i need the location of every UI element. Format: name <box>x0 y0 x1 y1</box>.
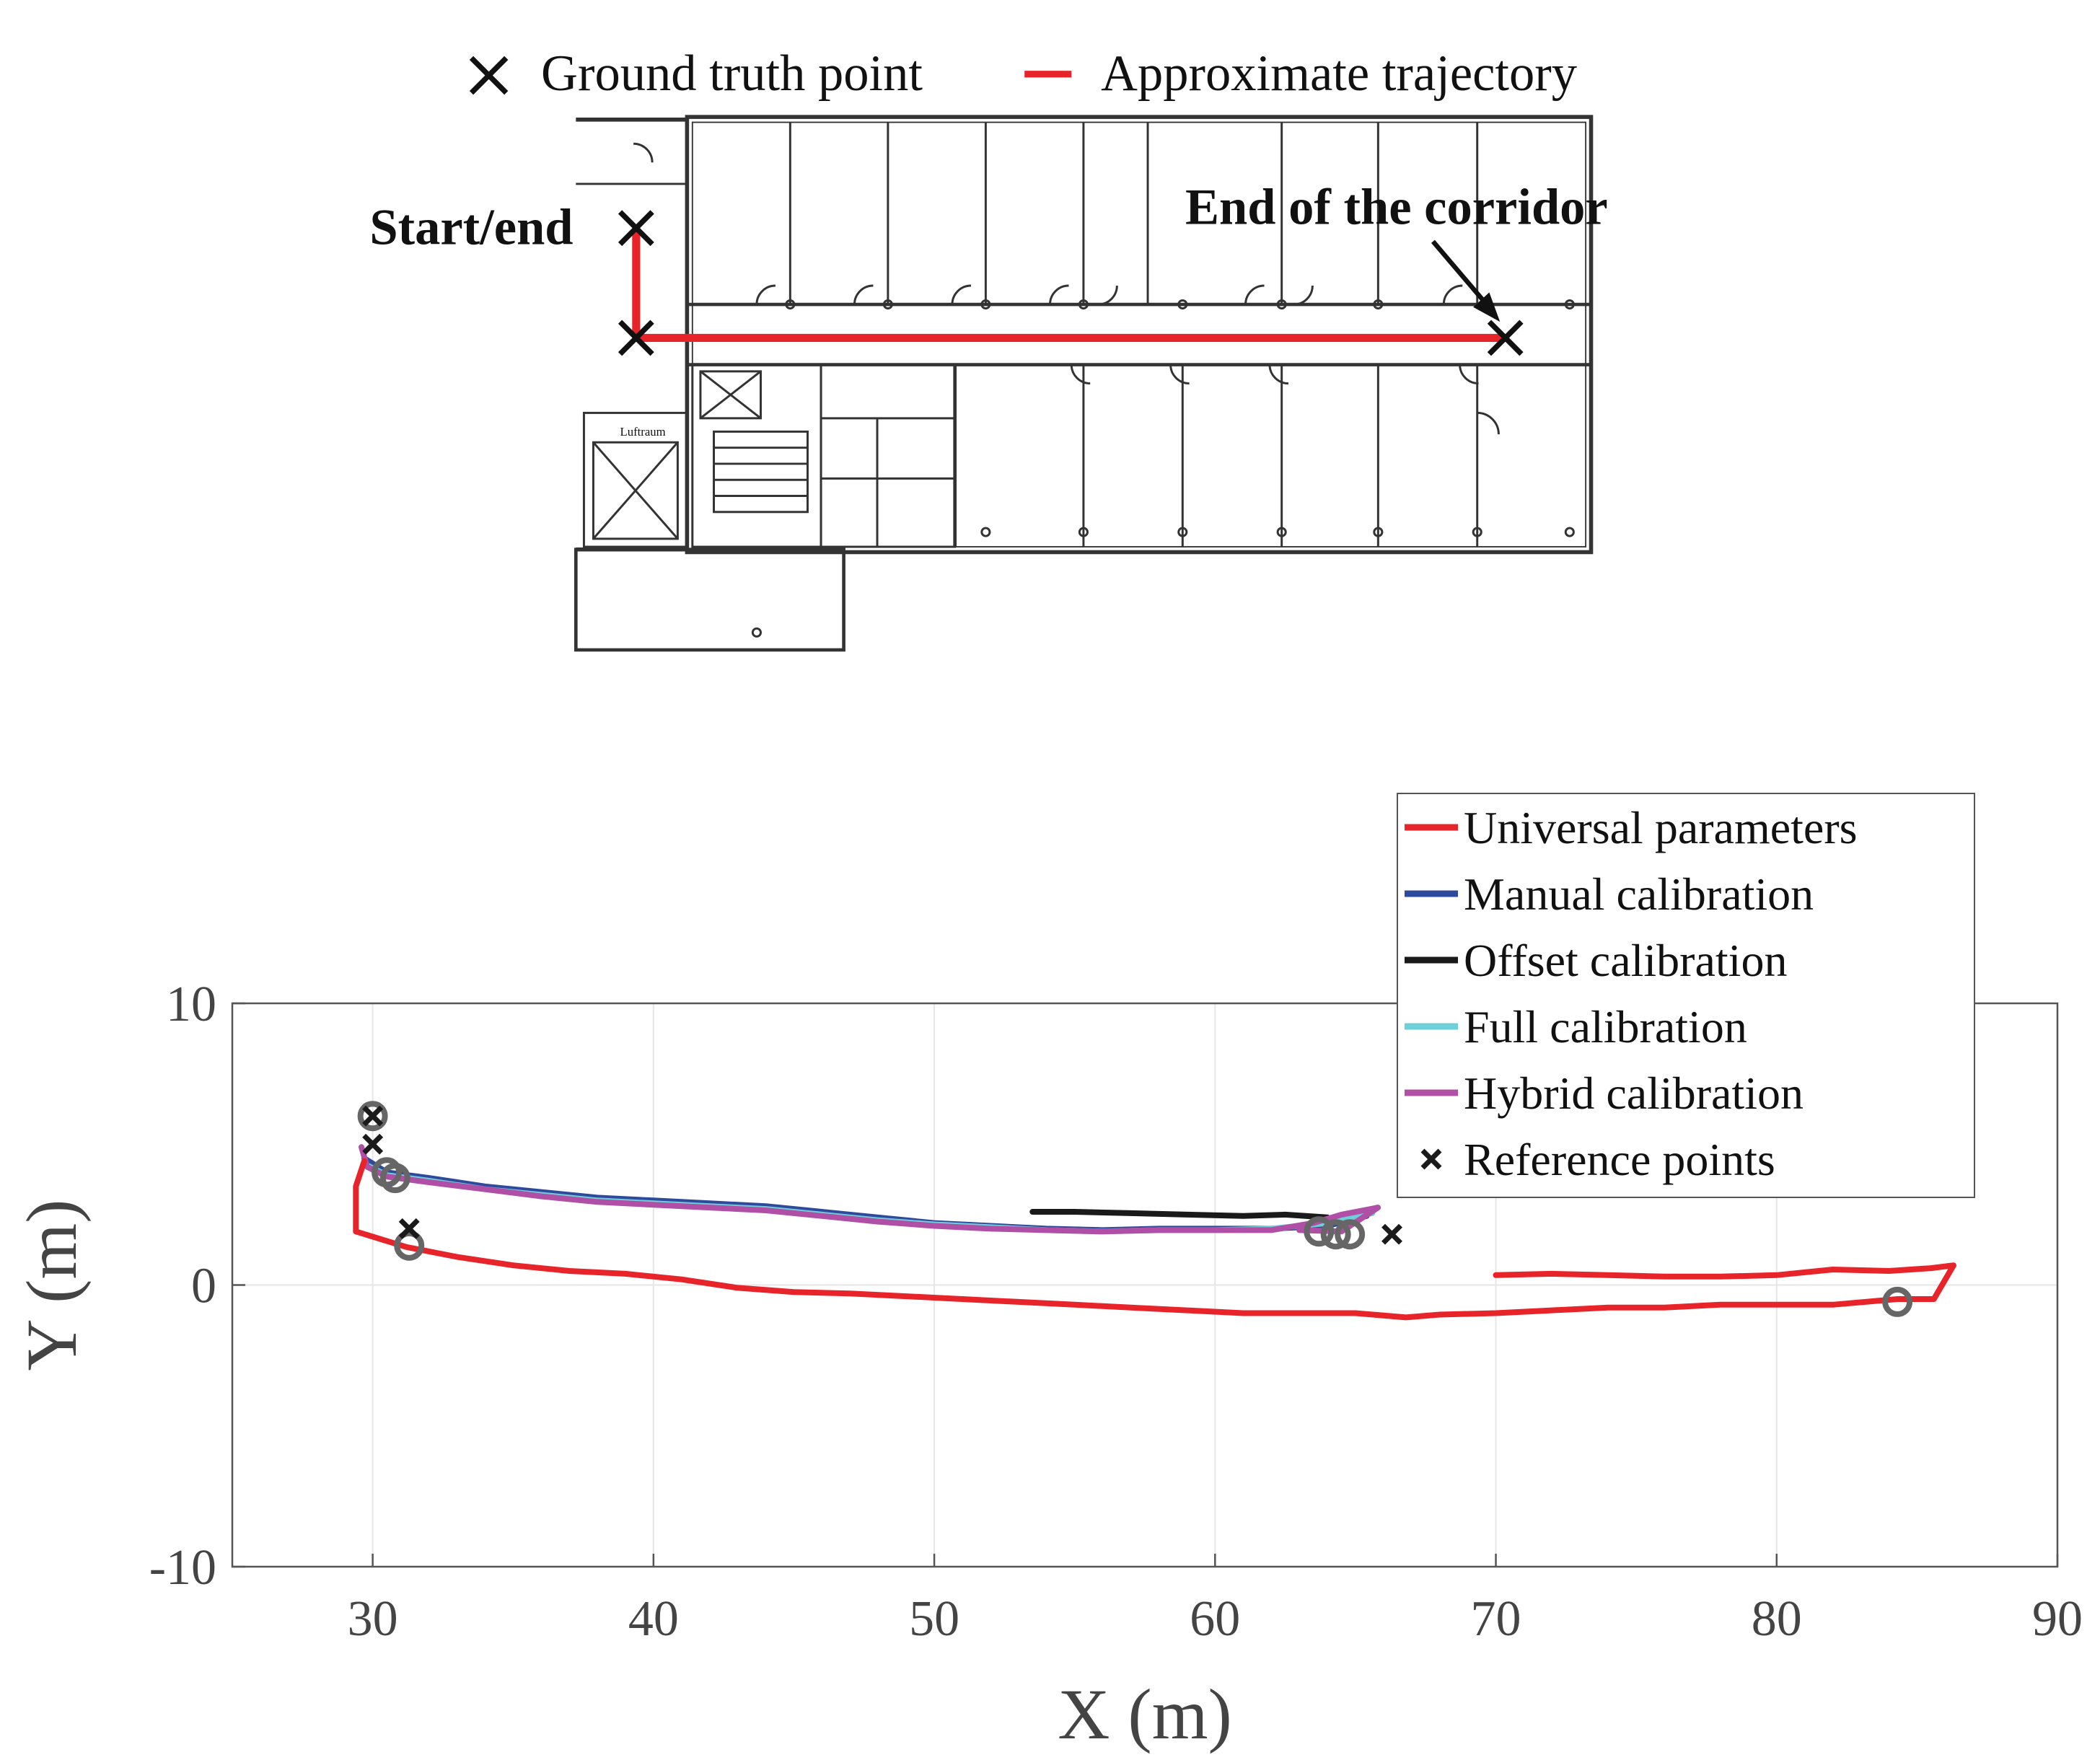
x-tick-label: 50 <box>909 1591 959 1647</box>
legend-box <box>1397 793 1975 1198</box>
checkpoint-circle-marker <box>1320 1219 1351 1250</box>
approximate-trajectory <box>632 228 1506 343</box>
reference-point-marker <box>1381 1223 1402 1245</box>
ground-truth-legend-label: Ground truth point <box>541 45 923 102</box>
legend-swatch-reference-points <box>1420 1148 1442 1170</box>
end-corridor-annotation: End of the corridor <box>1185 180 1608 236</box>
legend-label: Manual calibration <box>1464 868 1814 920</box>
x-tick-label: 80 <box>1752 1591 1802 1647</box>
room-label-luftraum: Luftraum <box>620 425 666 439</box>
reference-point-marker <box>362 1105 384 1127</box>
x-tick-label: 60 <box>1190 1591 1240 1647</box>
y-tick-label: 0 <box>191 1259 216 1314</box>
x-tick-label: 30 <box>348 1591 398 1647</box>
floorplan-legend: Ground truth point Approximate trajector… <box>469 45 1577 102</box>
checkpoint-circle-marker <box>394 1230 425 1261</box>
trajectory-legend-label: Approximate trajectory <box>1101 45 1577 102</box>
ground-truth-point-end-corridor <box>1487 320 1524 356</box>
checkpoint-circle-marker <box>357 1101 388 1132</box>
legend-label: Offset calibration <box>1464 935 1787 986</box>
ground-truth-legend-marker <box>469 56 509 95</box>
checkpoint-circle-marker <box>1304 1216 1335 1247</box>
checkpoint-circle-marker <box>1335 1219 1366 1250</box>
legend-label: Hybrid calibration <box>1464 1068 1804 1119</box>
legend-label: Full calibration <box>1464 1001 1747 1052</box>
end-corridor-arrow <box>1431 239 1501 322</box>
x-axis-label: X (m) <box>1058 1674 1232 1754</box>
y-tick-label: -10 <box>149 1540 216 1596</box>
ground-truth-point-start-end <box>618 210 654 247</box>
reference-point-marker <box>362 1133 384 1155</box>
y-tick-label: 10 <box>166 977 216 1032</box>
y-axis-label: Y (m) <box>12 1200 92 1371</box>
x-tick-label: 90 <box>2032 1591 2083 1647</box>
checkpoint-circle-marker <box>379 1163 410 1194</box>
start-end-annotation: Start/end <box>369 199 573 255</box>
building-plan <box>574 115 1594 652</box>
legend-label: Universal parameters <box>1464 802 1858 853</box>
legend-label: Reference points <box>1464 1134 1775 1185</box>
chart-legend: Universal parameters Manual calibration Of… <box>1397 793 1975 1198</box>
floor-plan-figure: Ground truth point Approximate trajector… <box>369 45 1608 652</box>
series-line-universal-parameters <box>353 1158 1956 1321</box>
series-line-offset-calibration <box>1029 1209 1330 1220</box>
reference-point-marker <box>398 1218 420 1239</box>
x-tick-label: 70 <box>1471 1591 1521 1647</box>
ground-truth-point-corridor-entry <box>618 320 654 356</box>
checkpoint-circle-marker <box>1882 1286 1913 1317</box>
x-tick-label: 40 <box>628 1591 679 1647</box>
